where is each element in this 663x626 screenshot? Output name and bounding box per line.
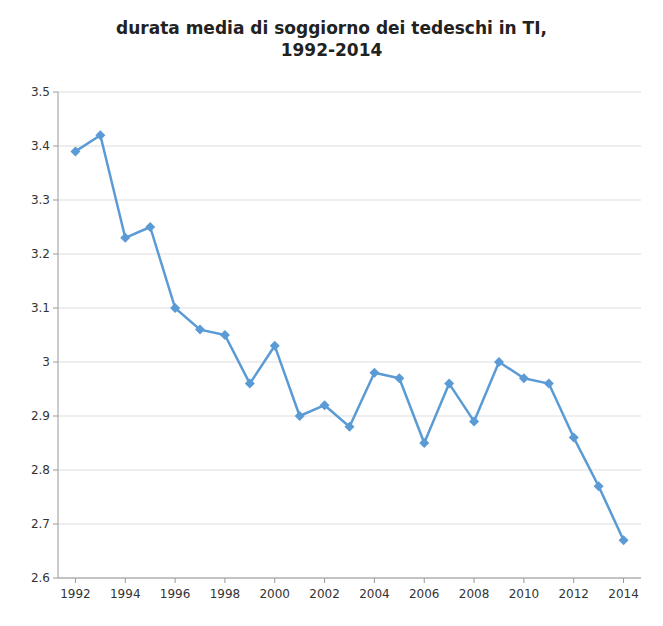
x-tick-label: 2014 <box>608 587 639 601</box>
y-tick-label: 3.2 <box>31 247 50 261</box>
x-tick-label: 1996 <box>160 587 191 601</box>
x-tick <box>424 578 425 583</box>
y-tick <box>53 254 58 255</box>
marker <box>345 422 355 432</box>
line <box>75 135 623 540</box>
y-tick-label: 3 <box>42 355 50 369</box>
y-tick <box>53 362 58 363</box>
x-tick <box>224 578 225 583</box>
x-tick-label: 2004 <box>359 587 390 601</box>
grid-line <box>58 524 641 525</box>
chart-container: durata media di soggiorno dei tedeschi i… <box>0 0 663 626</box>
axes: 2.6 2.7 2.8 2.9 3 3.1 3.2 3.3 3.4 3.5 1992 1994 1996… <box>31 85 641 602</box>
y-tick-label: 2.7 <box>31 517 50 531</box>
grid-line <box>58 254 641 255</box>
marker <box>320 400 330 410</box>
x-tick-label: 1998 <box>210 587 241 601</box>
y-tick-label: 3.1 <box>31 301 50 315</box>
y-tick-label: 2.6 <box>31 571 50 585</box>
marker <box>469 416 479 426</box>
marker <box>619 535 629 545</box>
y-tick-label: 3.5 <box>31 85 50 99</box>
marker <box>245 379 255 389</box>
y-tick <box>53 470 58 471</box>
marker <box>270 341 280 351</box>
marker <box>594 481 604 491</box>
y-tick-label: 2.8 <box>31 463 50 477</box>
marker <box>419 438 429 448</box>
y-tick-label: 3.4 <box>31 139 50 153</box>
y-tick <box>53 578 58 579</box>
y-axis-line <box>58 92 59 578</box>
y-tick <box>53 416 58 417</box>
grid-line <box>58 470 641 471</box>
marker <box>494 357 504 367</box>
marker <box>569 433 579 443</box>
x-tick <box>125 578 126 583</box>
x-tick-label: 2000 <box>259 587 290 601</box>
x-tick <box>374 578 375 583</box>
y-tick-label: 2.9 <box>31 409 50 423</box>
marker <box>369 368 379 378</box>
x-tick-label: 2002 <box>309 587 340 601</box>
grid-line <box>58 200 641 201</box>
x-tick <box>175 578 176 583</box>
x-tick-label: 2012 <box>558 587 589 601</box>
x-tick-label: 1992 <box>60 587 91 601</box>
x-tick-label: 2010 <box>509 587 540 601</box>
x-tick <box>573 578 574 583</box>
y-tick <box>53 146 58 147</box>
marker <box>195 325 205 335</box>
x-tick <box>474 578 475 583</box>
x-tick <box>75 578 76 583</box>
y-tick <box>53 524 58 525</box>
marker <box>220 330 230 340</box>
marker <box>544 379 554 389</box>
x-tick <box>274 578 275 583</box>
grid <box>58 92 641 578</box>
marker <box>519 373 529 383</box>
y-tick <box>53 200 58 201</box>
grid-line <box>58 146 641 147</box>
x-axis-line <box>58 578 641 579</box>
marker <box>394 373 404 383</box>
marker <box>444 379 454 389</box>
marker <box>120 233 130 243</box>
series <box>70 130 628 545</box>
grid-line <box>58 416 641 417</box>
marker <box>95 130 105 140</box>
grid-line <box>58 92 641 93</box>
x-tick-label: 2006 <box>409 587 440 601</box>
marker <box>170 303 180 313</box>
marker <box>295 411 305 421</box>
grid-line <box>58 578 641 579</box>
x-tick <box>324 578 325 583</box>
title: durata media di soggiorno dei tedeschi i… <box>116 18 547 60</box>
background <box>0 0 663 626</box>
x-tick <box>523 578 524 583</box>
chart-svg: durata media di soggiorno dei tedeschi i… <box>0 0 663 626</box>
y-tick <box>53 308 58 309</box>
x-tick-label: 2008 <box>459 587 490 601</box>
title-line: 1992-2014 <box>281 40 383 60</box>
marker <box>145 222 155 232</box>
y-tick <box>53 92 58 93</box>
y-tick-label: 3.3 <box>31 193 50 207</box>
title-line: durata media di soggiorno dei tedeschi i… <box>116 18 547 38</box>
marker <box>70 146 80 156</box>
x-tick-label: 1994 <box>110 587 141 601</box>
x-tick <box>623 578 624 583</box>
grid-line <box>58 362 641 363</box>
grid-line <box>58 308 641 309</box>
